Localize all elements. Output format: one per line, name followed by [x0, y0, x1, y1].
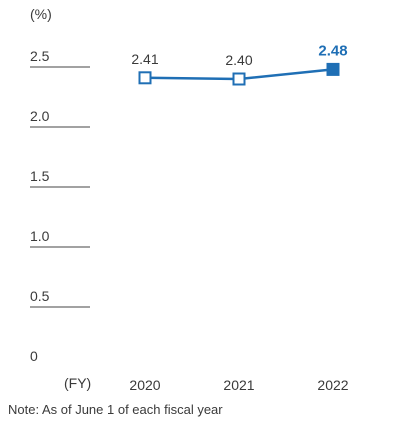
y-tick-label: 0.5	[30, 288, 50, 304]
y-tick-label: 0	[30, 348, 38, 364]
data-label: 2.41	[131, 51, 158, 67]
y-tick-label: 1.5	[30, 168, 50, 184]
y-tick-label: 2.5	[30, 48, 50, 64]
data-label: 2.48	[318, 42, 347, 59]
x-tick-label: 2022	[317, 377, 348, 393]
x-tick-label: 2020	[129, 377, 160, 393]
y-tick-label: 1.0	[30, 228, 50, 244]
data-point	[232, 72, 246, 86]
data-label: 2.40	[225, 52, 252, 68]
y-tick-label: 2.0	[30, 108, 50, 124]
x-axis-label: (FY)	[64, 375, 92, 391]
unit-label: (%)	[30, 6, 52, 22]
data-point	[326, 62, 340, 76]
data-point	[138, 71, 152, 85]
x-tick-label: 2021	[223, 377, 254, 393]
footnote: Note: As of June 1 of each fiscal year	[8, 402, 223, 417]
